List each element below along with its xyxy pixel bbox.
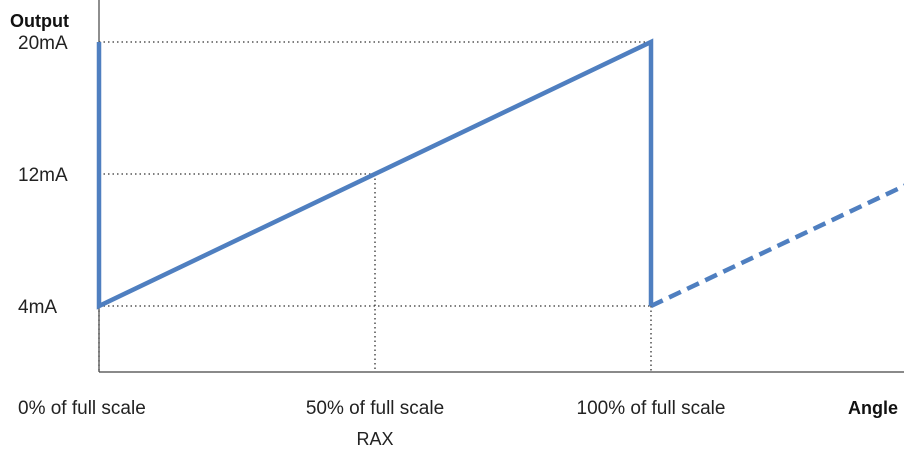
series-group [96, 38, 904, 310]
guide-lines [98, 41, 652, 372]
series-line-solid [96, 38, 654, 310]
x-tick-labels: 0% of full scale 50% of full scale 100% of… [18, 398, 725, 419]
series-line-dashed [650, 183, 904, 309]
x-tick-label-1: 50% of full scale [306, 398, 444, 419]
x-tick-label-0: 0% of full scale [18, 398, 146, 419]
x-annotation-0: RAX [356, 429, 393, 449]
x-tick-label-2: 100% of full scale [577, 398, 726, 419]
y-tick-label-1: 12mA [18, 165, 68, 186]
y-tick-label-0: 4mA [18, 297, 57, 318]
axes [98, 0, 904, 373]
y-tick-labels: 4mA 12mA 20mA [18, 33, 68, 318]
x-axis-title: Angle [848, 398, 898, 418]
x-annotations: RAX [356, 429, 393, 449]
y-axis-title: Output [10, 11, 69, 31]
y-tick-label-2: 20mA [18, 33, 68, 54]
